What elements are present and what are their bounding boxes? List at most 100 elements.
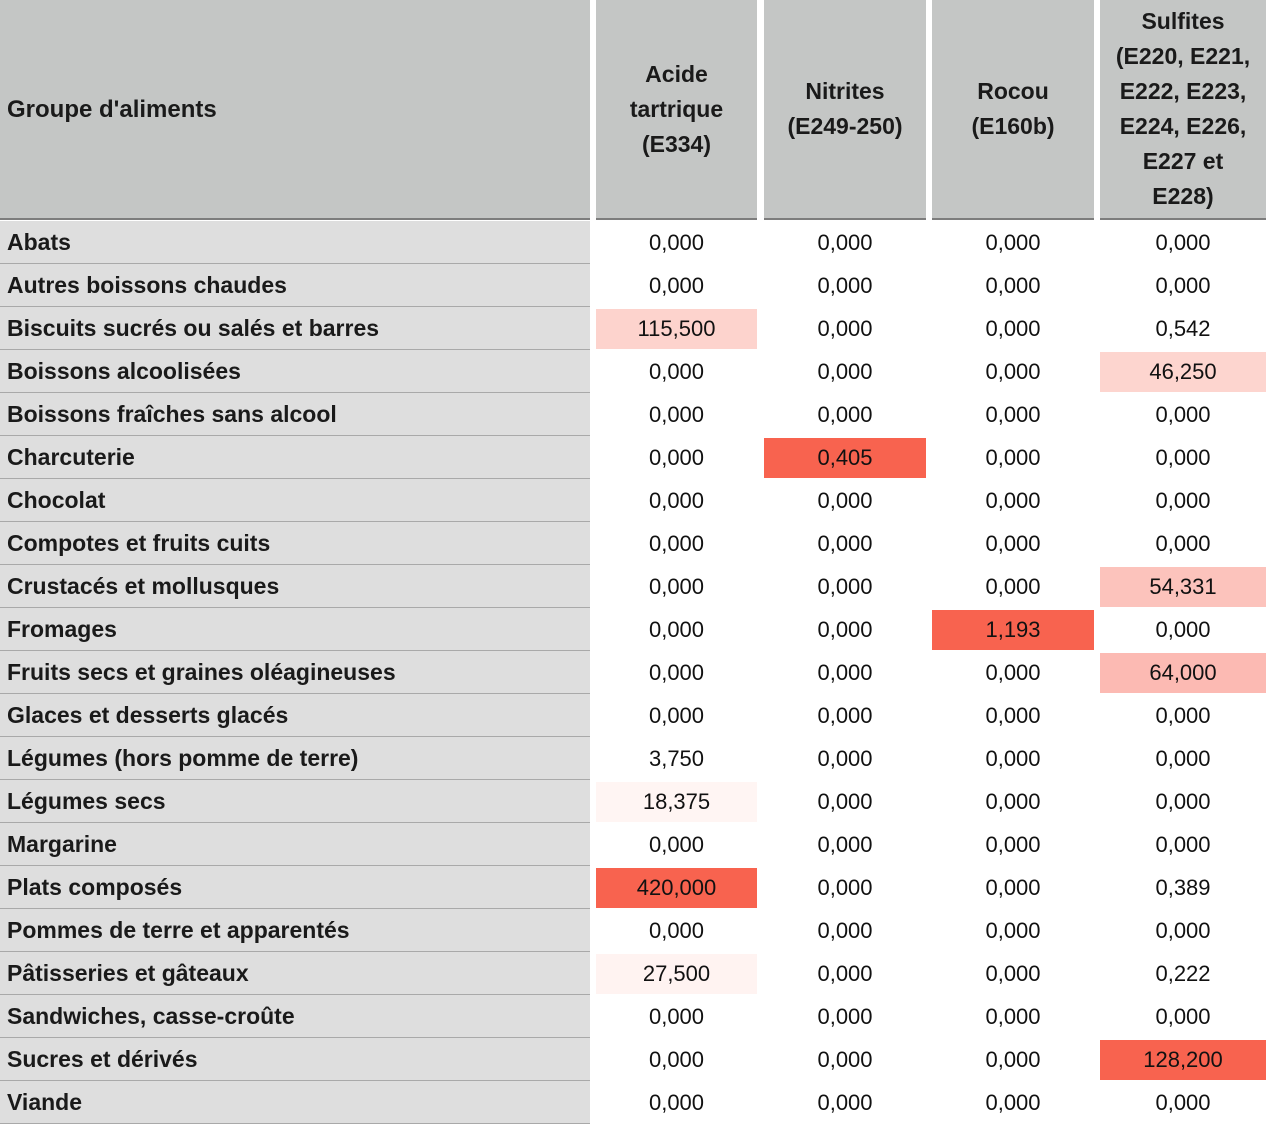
row-label: Boissons fraîches sans alcool [0, 393, 590, 436]
value-cell-acide-tartrique: 0,000 [596, 997, 757, 1037]
row-label: Autres boissons chaudes [0, 264, 590, 307]
value-cell-sulfites: 0,000 [1100, 911, 1266, 951]
value-cell-acide-tartrique: 420,000 [596, 868, 757, 908]
row-label: Glaces et desserts glacés [0, 694, 590, 737]
value-cell-acide-tartrique: 0,000 [596, 653, 757, 693]
value-cell-rocou: 0,000 [932, 567, 1094, 607]
value-cell-rocou: 0,000 [932, 309, 1094, 349]
value-cell-rocou: 0,000 [932, 395, 1094, 435]
value-cell-rocou: 0,000 [932, 825, 1094, 865]
value-cell-acide-tartrique: 18,375 [596, 782, 757, 822]
value-cell-acide-tartrique: 0,000 [596, 223, 757, 263]
value-cell-nitrites: 0,000 [764, 868, 926, 908]
value-cell-sulfites: 0,000 [1100, 524, 1266, 564]
value-cell-nitrites: 0,000 [764, 739, 926, 779]
row-label: Fromages [0, 608, 590, 651]
value-cell-acide-tartrique: 27,500 [596, 954, 757, 994]
value-cell-rocou: 0,000 [932, 223, 1094, 263]
value-cell-acide-tartrique: 0,000 [596, 524, 757, 564]
value-cell-nitrites: 0,000 [764, 352, 926, 392]
row-label: Légumes secs [0, 780, 590, 823]
value-cell-rocou: 0,000 [932, 438, 1094, 478]
row-label: Plats composés [0, 866, 590, 909]
value-cell-nitrites: 0,000 [764, 782, 926, 822]
value-cell-acide-tartrique: 0,000 [596, 481, 757, 521]
value-cell-sulfites: 0,000 [1100, 610, 1266, 650]
value-cell-acide-tartrique: 0,000 [596, 1083, 757, 1123]
value-cell-nitrites: 0,000 [764, 223, 926, 263]
row-label: Légumes (hors pomme de terre) [0, 737, 590, 780]
value-cell-rocou: 0,000 [932, 524, 1094, 564]
value-cell-sulfites: 46,250 [1100, 352, 1266, 392]
value-cell-rocou: 0,000 [932, 868, 1094, 908]
value-cell-nitrites: 0,000 [764, 954, 926, 994]
value-cell-sulfites: 0,389 [1100, 868, 1266, 908]
value-cell-nitrites: 0,000 [764, 825, 926, 865]
value-cell-sulfites: 0,000 [1100, 266, 1266, 306]
value-cell-nitrites: 0,000 [764, 696, 926, 736]
value-cell-rocou: 0,000 [932, 997, 1094, 1037]
row-label: Viande [0, 1081, 590, 1124]
value-cell-acide-tartrique: 3,750 [596, 739, 757, 779]
value-cell-sulfites: 0,000 [1100, 997, 1266, 1037]
value-cell-acide-tartrique: 0,000 [596, 567, 757, 607]
value-cell-nitrites: 0,000 [764, 1040, 926, 1080]
header-sulfites: Sulfites (E220, E221, E222, E223, E224, … [1100, 0, 1266, 220]
value-cell-rocou: 0,000 [932, 782, 1094, 822]
value-cell-nitrites: 0,000 [764, 911, 926, 951]
value-cell-acide-tartrique: 0,000 [596, 610, 757, 650]
value-cell-sulfites: 0,000 [1100, 782, 1266, 822]
value-cell-nitrites: 0,000 [764, 309, 926, 349]
value-cell-acide-tartrique: 0,000 [596, 696, 757, 736]
value-cell-rocou: 0,000 [932, 911, 1094, 951]
row-label: Biscuits sucrés ou salés et barres [0, 307, 590, 350]
value-cell-rocou: 0,000 [932, 696, 1094, 736]
value-cell-rocou: 0,000 [932, 1083, 1094, 1123]
header-food-group: Groupe d'aliments [0, 0, 590, 220]
value-cell-acide-tartrique: 115,500 [596, 309, 757, 349]
value-cell-acide-tartrique: 0,000 [596, 352, 757, 392]
row-label: Compotes et fruits cuits [0, 522, 590, 565]
value-cell-sulfites: 0,000 [1100, 825, 1266, 865]
value-cell-sulfites: 0,000 [1100, 739, 1266, 779]
value-cell-sulfites: 0,000 [1100, 223, 1266, 263]
row-label: Boissons alcoolisées [0, 350, 590, 393]
row-label: Sucres et dérivés [0, 1038, 590, 1081]
value-cell-sulfites: 0,000 [1100, 696, 1266, 736]
value-cell-nitrites: 0,000 [764, 610, 926, 650]
value-cell-rocou: 0,000 [932, 352, 1094, 392]
value-cell-rocou: 0,000 [932, 266, 1094, 306]
header-rocou: Rocou (E160b) [932, 0, 1094, 220]
row-label: Margarine [0, 823, 590, 866]
row-label: Chocolat [0, 479, 590, 522]
value-cell-sulfites: 0,000 [1100, 1083, 1266, 1123]
value-cell-nitrites: 0,000 [764, 266, 926, 306]
row-label: Charcuterie [0, 436, 590, 479]
header-nitrites: Nitrites (E249-250) [764, 0, 926, 220]
value-cell-sulfites: 0,222 [1100, 954, 1266, 994]
value-cell-nitrites: 0,000 [764, 524, 926, 564]
value-cell-nitrites: 0,405 [764, 438, 926, 478]
value-cell-acide-tartrique: 0,000 [596, 1040, 757, 1080]
value-cell-acide-tartrique: 0,000 [596, 438, 757, 478]
value-cell-acide-tartrique: 0,000 [596, 395, 757, 435]
value-cell-sulfites: 54,331 [1100, 567, 1266, 607]
value-cell-nitrites: 0,000 [764, 1083, 926, 1123]
value-cell-rocou: 0,000 [932, 481, 1094, 521]
row-label: Pommes de terre et apparentés [0, 909, 590, 952]
row-label: Crustacés et mollusques [0, 565, 590, 608]
value-cell-nitrites: 0,000 [764, 567, 926, 607]
row-label: Abats [0, 221, 590, 264]
value-cell-rocou: 0,000 [932, 653, 1094, 693]
row-label: Sandwiches, casse-croûte [0, 995, 590, 1038]
value-cell-nitrites: 0,000 [764, 395, 926, 435]
value-cell-nitrites: 0,000 [764, 481, 926, 521]
value-cell-acide-tartrique: 0,000 [596, 266, 757, 306]
value-cell-acide-tartrique: 0,000 [596, 825, 757, 865]
value-cell-sulfites: 0,542 [1100, 309, 1266, 349]
value-cell-acide-tartrique: 0,000 [596, 911, 757, 951]
value-cell-sulfites: 0,000 [1100, 395, 1266, 435]
row-label: Pâtisseries et gâteaux [0, 952, 590, 995]
header-acide-tartrique: Acide tartrique (E334) [596, 0, 757, 220]
